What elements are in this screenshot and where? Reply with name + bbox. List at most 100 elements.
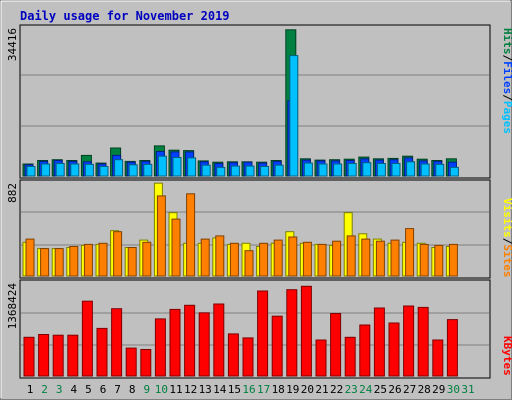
bar-pages-day-4 (70, 163, 80, 177)
bar-kbytes-day-13 (198, 312, 210, 377)
bar-kbytes-day-11 (169, 308, 181, 377)
bar-kbytes-day-2 (38, 334, 50, 377)
day-label-31: 31 (461, 383, 474, 396)
chart-title: Daily usage for November 2019 (20, 9, 230, 23)
day-label-6: 6 (100, 383, 107, 396)
bar-pages-day-20 (303, 162, 313, 177)
bar-pages-day-19 (289, 55, 299, 177)
bar-sites-day-12 (186, 193, 196, 277)
bar-kbytes-day-6 (96, 327, 108, 377)
bar-pages-day-15 (230, 165, 240, 177)
bar-pages-day-2 (41, 163, 51, 177)
bar-pages-day-11 (172, 157, 182, 177)
day-label-1: 1 (27, 383, 34, 396)
day-label-23: 23 (345, 383, 358, 396)
day-label-28: 28 (418, 383, 431, 396)
bar-sites-day-2 (40, 248, 50, 277)
bar-kbytes-day-20 (300, 285, 312, 377)
day-label-21: 21 (315, 383, 328, 396)
day-label-17: 17 (257, 383, 270, 396)
bar-pages-day-12 (187, 157, 197, 177)
bar-sites-day-5 (83, 243, 93, 277)
day-label-22: 22 (330, 383, 343, 396)
bar-pages-day-13 (201, 164, 211, 177)
bar-sites-day-10 (156, 195, 166, 277)
bar-pages-day-26 (391, 163, 401, 177)
bar-kbytes-day-3 (52, 334, 64, 377)
legend-hits: Hits (501, 28, 512, 55)
bar-pages-day-16 (245, 165, 255, 177)
visits-legend: Visits/Sites (501, 198, 512, 278)
day-label-2: 2 (41, 383, 48, 396)
bar-pages-day-30 (449, 166, 459, 177)
bar-sites-day-8 (127, 247, 137, 277)
bar-kbytes-day-7 (111, 308, 123, 377)
bar-sites-day-29 (434, 244, 444, 277)
day-label-3: 3 (56, 383, 63, 396)
bar-sites-day-23 (346, 235, 356, 277)
kbytes-ymax-label: 1368424 (6, 283, 19, 330)
day-label-20: 20 (301, 383, 314, 396)
legend-kbytes: KBytes (501, 336, 512, 376)
bar-sites-day-4 (69, 246, 79, 277)
hits-ymax-label: 34416 (6, 28, 19, 61)
bar-sites-day-3 (54, 248, 64, 277)
bar-kbytes-day-29 (432, 339, 444, 377)
bar-sites-day-30 (448, 243, 458, 277)
day-labels: 1 2 3 4 5 6 7 8 9 10 11 12 13 14 15 16 17 18 19 20 21 22 23 24 2… (27, 383, 475, 396)
bar-sites-day-13 (200, 238, 210, 277)
day-label-19: 19 (286, 383, 299, 396)
bar-sites-day-1 (25, 238, 35, 277)
bar-pages-day-17 (260, 166, 270, 177)
bar-sites-day-27 (405, 228, 415, 277)
day-label-26: 26 (388, 383, 401, 396)
bar-pages-day-14 (216, 166, 226, 177)
bars (22, 29, 459, 377)
bar-sites-day-21 (317, 243, 327, 277)
bar-pages-day-24 (362, 162, 372, 177)
day-label-24: 24 (359, 383, 373, 396)
day-label-30: 30 (447, 383, 460, 396)
bar-kbytes-day-8 (125, 347, 137, 377)
bar-kbytes-day-17 (257, 290, 269, 377)
legend-visits: Visits (501, 198, 512, 238)
day-label-8: 8 (129, 383, 136, 396)
bar-sites-day-17 (259, 242, 269, 277)
bar-kbytes-day-24 (359, 324, 371, 377)
bar-kbytes-day-27 (403, 305, 415, 377)
bar-pages-day-3 (55, 163, 65, 177)
bar-kbytes-day-15 (227, 333, 239, 377)
bar-kbytes-day-16 (242, 337, 254, 377)
legend-files: Files (501, 61, 512, 94)
day-label-14: 14 (213, 383, 227, 396)
bar-sites-day-11 (171, 218, 181, 277)
day-label-16: 16 (242, 383, 255, 396)
visits-ymax-label: 882 (6, 183, 19, 203)
bar-sites-day-7 (113, 231, 123, 277)
panel-hits-frame (19, 24, 491, 179)
day-label-13: 13 (199, 383, 212, 396)
bar-kbytes-day-19 (286, 289, 298, 377)
bar-sites-day-28 (419, 243, 429, 277)
bar-pages-day-1 (26, 166, 36, 177)
bar-pages-day-5 (84, 163, 94, 177)
bar-sites-day-18 (273, 239, 283, 277)
bar-sites-day-19 (288, 236, 298, 277)
bar-pages-day-22 (333, 163, 343, 177)
bar-pages-day-7 (114, 159, 124, 177)
day-label-11: 11 (169, 383, 182, 396)
bar-kbytes-day-1 (23, 336, 35, 377)
day-label-9: 9 (143, 383, 150, 396)
bar-pages-day-29 (435, 163, 445, 177)
kbytes-legend: KBytes (501, 336, 512, 376)
hits-legend: Hits/Files/Pages (501, 28, 512, 134)
day-label-4: 4 (70, 383, 77, 396)
bar-sites-day-16 (244, 250, 254, 277)
bar-pages-day-9 (143, 163, 153, 177)
day-label-27: 27 (403, 383, 416, 396)
bar-kbytes-day-18 (271, 315, 283, 377)
bar-sites-day-25 (375, 240, 385, 277)
legend-sep-2: / (501, 94, 512, 101)
day-label-5: 5 (85, 383, 92, 396)
